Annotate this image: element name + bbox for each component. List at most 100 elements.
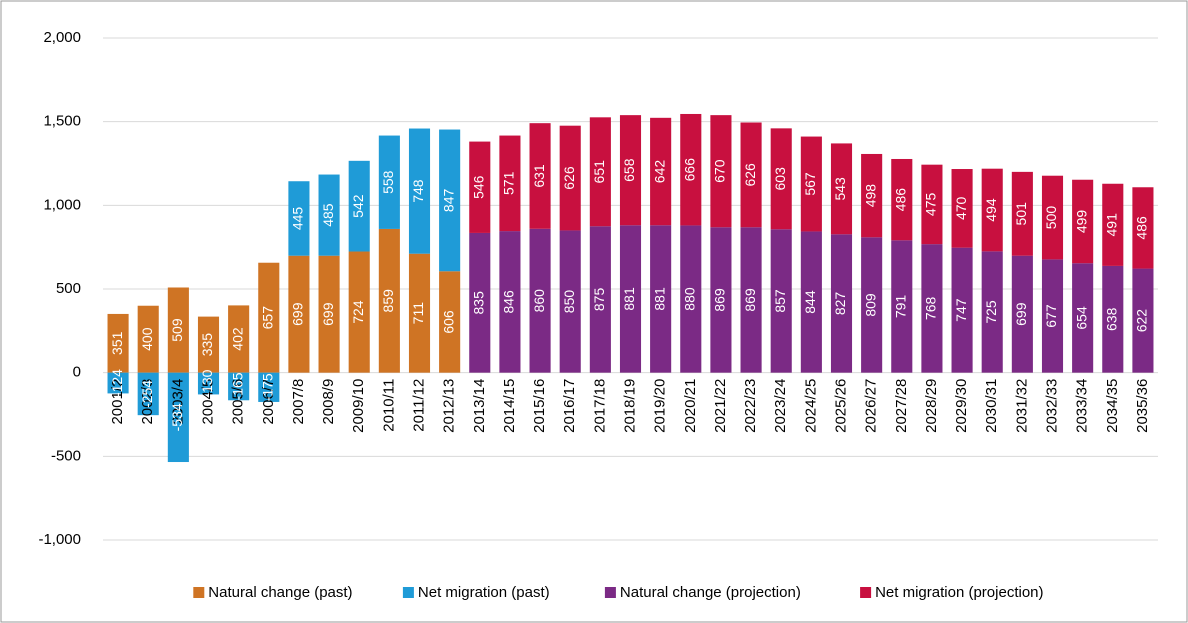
bar-segment — [891, 240, 913, 373]
x-tick-label: 2003/4 — [169, 379, 186, 425]
bar-segment — [107, 313, 129, 373]
bar-segment — [318, 174, 340, 256]
bar-segment — [680, 113, 702, 226]
bar-segment — [348, 251, 370, 373]
x-tick-label: 2028/29 — [923, 379, 940, 433]
value-label: 567 — [802, 172, 818, 196]
value-label: 486 — [892, 188, 908, 212]
value-label: 768 — [923, 297, 939, 321]
x-tick-label: 2008/9 — [320, 379, 337, 425]
value-label: 666 — [681, 158, 697, 182]
y-tick-label: 500 — [56, 280, 81, 297]
value-label: 724 — [350, 300, 366, 324]
x-tick-label: 2031/32 — [1013, 379, 1030, 433]
bar-segment — [318, 255, 340, 373]
value-label: -165 — [229, 372, 245, 400]
bar-segment — [981, 251, 1003, 373]
bar-segment — [891, 158, 913, 241]
x-tick-label: 2034/35 — [1104, 379, 1121, 433]
value-label: 485 — [320, 203, 336, 227]
legend-label: Natural change (past) — [208, 584, 352, 601]
bar-segment — [529, 123, 551, 229]
bar-segment — [1041, 175, 1064, 260]
value-label: 857 — [772, 289, 788, 313]
bar-segment — [921, 164, 943, 245]
value-label: -124 — [109, 369, 125, 397]
bar-segment — [619, 225, 642, 373]
x-tick-label: 2021/22 — [712, 379, 729, 433]
legend-label: Natural change (projection) — [620, 584, 801, 601]
bar-segment — [167, 372, 189, 463]
value-label: 631 — [531, 164, 547, 188]
value-label: 677 — [1043, 304, 1059, 328]
value-label: 699 — [290, 302, 306, 326]
bar-segment — [589, 226, 611, 373]
value-label: 542 — [350, 194, 366, 218]
value-label: 847 — [440, 189, 456, 213]
x-tick-label: 2014/15 — [501, 379, 518, 433]
y-tick-label: 1,500 — [43, 113, 81, 130]
legend-label: Net migration (projection) — [875, 584, 1043, 601]
value-label: 445 — [290, 207, 306, 231]
legend-label: Net migration (past) — [418, 584, 550, 601]
bar-segment — [921, 244, 943, 373]
bar-segment — [137, 305, 159, 373]
value-label: 835 — [470, 291, 486, 315]
x-tick-label: 2027/28 — [893, 379, 910, 433]
bar-segment — [1102, 265, 1124, 373]
value-label: 699 — [320, 302, 336, 326]
bar-segment — [1011, 255, 1033, 373]
x-tick-label: 2012/13 — [441, 379, 458, 433]
x-tick-label: 2029/30 — [953, 379, 970, 433]
bar-segment — [981, 168, 1003, 252]
value-label: 642 — [651, 160, 667, 184]
bar-segment — [1102, 183, 1124, 266]
x-tick-label: 2009/10 — [350, 379, 367, 433]
value-label: 747 — [953, 298, 969, 322]
value-label: 402 — [229, 327, 245, 351]
value-label: 881 — [651, 287, 667, 311]
value-label: 670 — [712, 159, 728, 183]
bar-segment — [197, 372, 220, 395]
x-tick-label: 2026/27 — [863, 379, 880, 433]
bar-segment — [1041, 259, 1064, 373]
x-tick-label: 2022/23 — [742, 379, 759, 433]
y-tick-label: 2,000 — [43, 29, 81, 46]
bar-segment — [710, 115, 732, 228]
value-label: 509 — [169, 318, 185, 342]
value-label: 881 — [621, 287, 637, 311]
bar-segment — [740, 227, 762, 373]
bar-segment — [770, 229, 792, 373]
bar-segment — [740, 122, 762, 228]
x-tick-label: 2032/33 — [1043, 379, 1060, 433]
value-label: -534 — [169, 403, 185, 431]
value-label: 571 — [501, 171, 517, 195]
value-label: 654 — [1073, 306, 1089, 330]
value-label: 486 — [1134, 216, 1150, 240]
value-label: 638 — [1103, 307, 1119, 331]
bar-segment — [830, 234, 853, 373]
value-label: 335 — [199, 333, 215, 357]
bar-segment — [830, 143, 853, 235]
value-label: 498 — [862, 184, 878, 208]
value-label: 748 — [410, 179, 426, 203]
x-tick-label: 2013/14 — [471, 379, 488, 433]
bar-segment — [559, 125, 581, 231]
x-tick-label: 2023/24 — [772, 379, 789, 433]
value-label: 699 — [1013, 302, 1029, 326]
value-label: 500 — [1043, 206, 1059, 230]
bar-segment — [800, 136, 822, 232]
bar-segment — [710, 227, 732, 373]
y-tick-label: 0 — [73, 364, 81, 381]
bar-segment — [288, 255, 310, 373]
x-tick-label: 2001/2 — [109, 379, 126, 425]
x-tick-label: 2019/20 — [652, 379, 669, 433]
bar-segment — [650, 117, 672, 226]
bar-segment — [499, 231, 521, 373]
bar-segment — [258, 262, 280, 373]
legend-swatch — [604, 587, 616, 598]
x-tick-label: 2004/5 — [199, 379, 216, 425]
x-tick-label: 2024/25 — [802, 379, 819, 433]
bar-segment — [378, 135, 400, 229]
